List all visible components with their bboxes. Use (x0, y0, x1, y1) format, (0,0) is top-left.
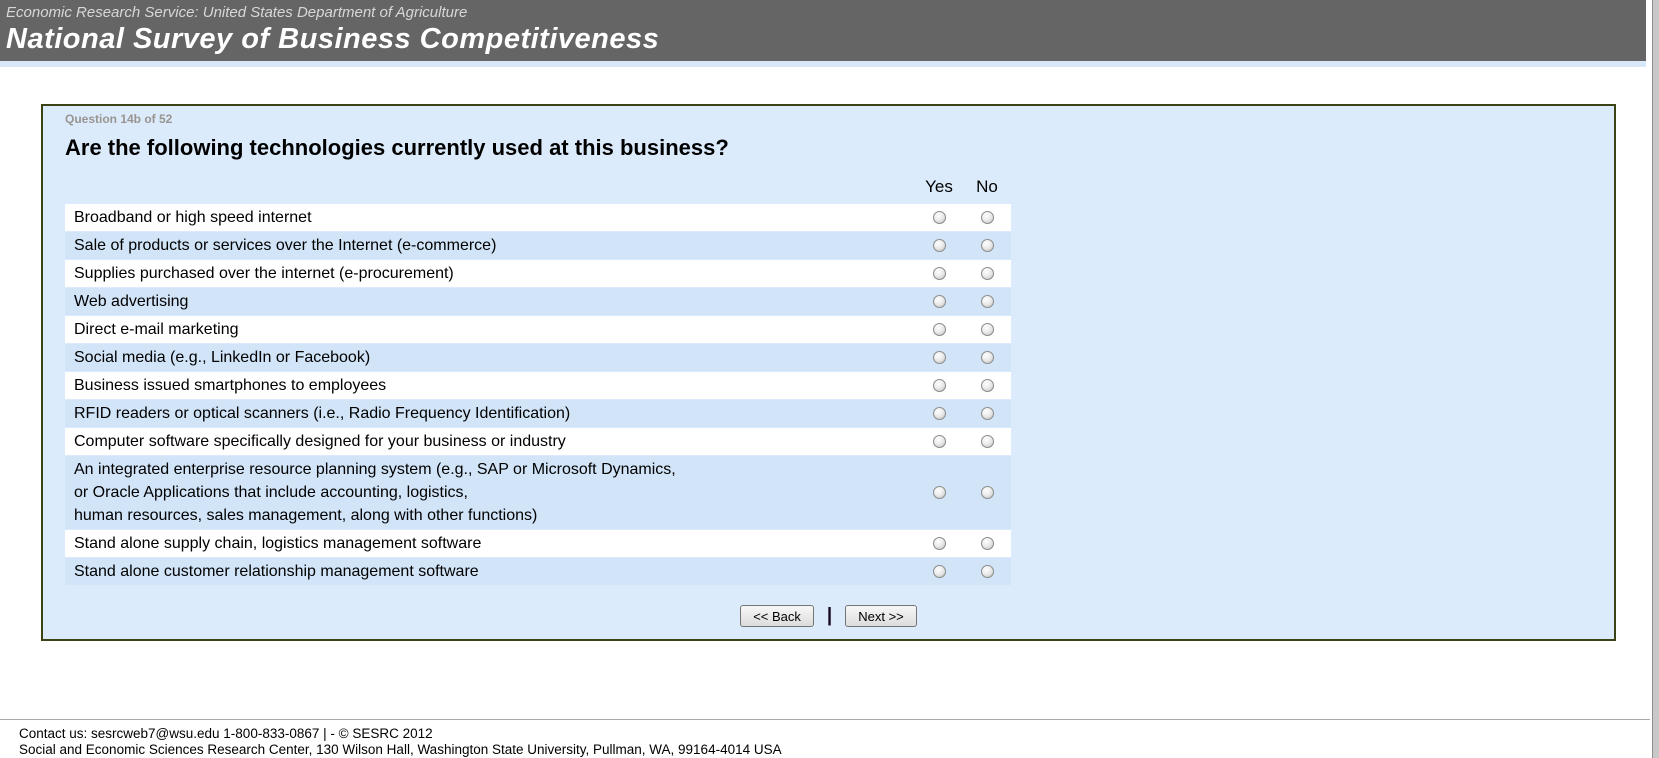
no-cell (963, 344, 1011, 371)
table-row: Social media (e.g., LinkedIn or Facebook… (65, 344, 1011, 371)
no-radio[interactable] (980, 323, 994, 336)
tech-grid: Yes No Broadband or high speed internet … (65, 175, 1011, 585)
yes-radio[interactable] (932, 435, 946, 448)
no-cell (963, 288, 1011, 315)
yes-cell (915, 530, 963, 557)
table-row: An integrated enterprise resource planni… (65, 456, 1011, 529)
no-radio[interactable] (980, 295, 994, 308)
question-panel: Question 14b of 52 Are the following tec… (41, 104, 1616, 641)
no-cell (963, 260, 1011, 287)
technology-label: RFID readers or optical scanners (i.e., … (74, 405, 571, 422)
page-footer: Contact us: sesrcweb7@wsu.edu 1-800-833-… (0, 719, 1650, 758)
technology-label: Business issued smartphones to employees (74, 377, 387, 394)
no-radio[interactable] (980, 267, 994, 280)
table-row: Computer software specifically designed … (65, 428, 1011, 455)
yes-cell (915, 344, 963, 371)
no-cell (963, 456, 1011, 529)
no-radio[interactable] (980, 239, 994, 252)
table-row: Stand alone customer relationship manage… (65, 558, 1011, 585)
no-radio[interactable] (980, 435, 994, 448)
yes-radio[interactable] (932, 407, 946, 420)
yes-cell (915, 288, 963, 315)
yes-radio[interactable] (932, 379, 946, 392)
no-radio[interactable] (980, 407, 994, 420)
window-scrollbar-strip[interactable] (1652, 0, 1659, 758)
technology-label: Computer software specifically designed … (74, 433, 566, 450)
table-row: Stand alone supply chain, logistics mana… (65, 530, 1011, 557)
question-progress: Question 14b of 52 (65, 112, 173, 126)
next-button[interactable]: Next >> (845, 605, 917, 627)
yes-cell (915, 316, 963, 343)
no-column-header: No (976, 177, 998, 196)
yes-column-header: Yes (925, 177, 953, 196)
site-title: National Survey of Business Competitiven… (6, 23, 660, 55)
yes-cell (915, 204, 963, 231)
table-row: RFID readers or optical scanners (i.e., … (65, 400, 1011, 427)
technology-label: Supplies purchased over the internet (e-… (74, 265, 454, 282)
footer-contact-line: Contact us: sesrcweb7@wsu.edu 1-800-833-… (19, 726, 433, 741)
no-cell (963, 204, 1011, 231)
no-cell (963, 558, 1011, 585)
no-radio[interactable] (980, 537, 994, 550)
header-accent-strip (0, 61, 1646, 67)
no-radio[interactable] (980, 379, 994, 392)
yes-cell (915, 260, 963, 287)
technology-label: Web advertising (74, 293, 189, 310)
yes-radio[interactable] (932, 537, 946, 550)
app-header: Economic Research Service: United States… (0, 0, 1646, 61)
agency-subtitle: Economic Research Service: United States… (6, 4, 468, 21)
no-cell (963, 232, 1011, 259)
yes-cell (915, 372, 963, 399)
table-row: Direct e-mail marketing (65, 316, 1011, 343)
yes-cell (915, 232, 963, 259)
technology-label: Stand alone supply chain, logistics mana… (74, 535, 482, 552)
no-cell (963, 400, 1011, 427)
yes-radio[interactable] (932, 267, 946, 280)
button-separator: | (826, 605, 833, 626)
yes-cell (915, 400, 963, 427)
technology-label: Broadband or high speed internet (74, 209, 312, 226)
no-radio[interactable] (980, 565, 994, 578)
nav-button-bar: << Back | Next >> (65, 605, 1592, 627)
table-row: Business issued smartphones to employees (65, 372, 1011, 399)
column-header-row: Yes No (65, 175, 1011, 199)
no-cell (963, 428, 1011, 455)
yes-cell (915, 558, 963, 585)
table-row: Web advertising (65, 288, 1011, 315)
no-radio[interactable] (980, 211, 994, 224)
back-button[interactable]: << Back (740, 605, 814, 627)
no-radio[interactable] (980, 486, 994, 499)
technology-label: Social media (e.g., LinkedIn or Facebook… (74, 349, 371, 366)
no-cell (963, 372, 1011, 399)
table-row: Supplies purchased over the internet (e-… (65, 260, 1011, 287)
no-radio[interactable] (980, 351, 994, 364)
yes-radio[interactable] (932, 295, 946, 308)
no-cell (963, 316, 1011, 343)
technology-label: Stand alone customer relationship manage… (74, 563, 479, 580)
table-row: Broadband or high speed internet (65, 204, 1011, 231)
column-header-spacer (65, 175, 915, 199)
yes-cell (915, 456, 963, 529)
technology-label: Direct e-mail marketing (74, 321, 239, 338)
technology-label: An integrated enterprise resource planni… (74, 461, 676, 524)
yes-radio[interactable] (932, 351, 946, 364)
yes-radio[interactable] (932, 211, 946, 224)
table-row: Sale of products or services over the In… (65, 232, 1011, 259)
yes-cell (915, 428, 963, 455)
footer-address-line: Social and Economic Sciences Research Ce… (19, 742, 782, 757)
yes-radio[interactable] (932, 565, 946, 578)
no-cell (963, 530, 1011, 557)
technology-label: Sale of products or services over the In… (74, 237, 497, 254)
yes-radio[interactable] (932, 323, 946, 336)
question-title: Are the following technologies currently… (65, 135, 729, 160)
yes-radio[interactable] (932, 486, 946, 499)
yes-radio[interactable] (932, 239, 946, 252)
